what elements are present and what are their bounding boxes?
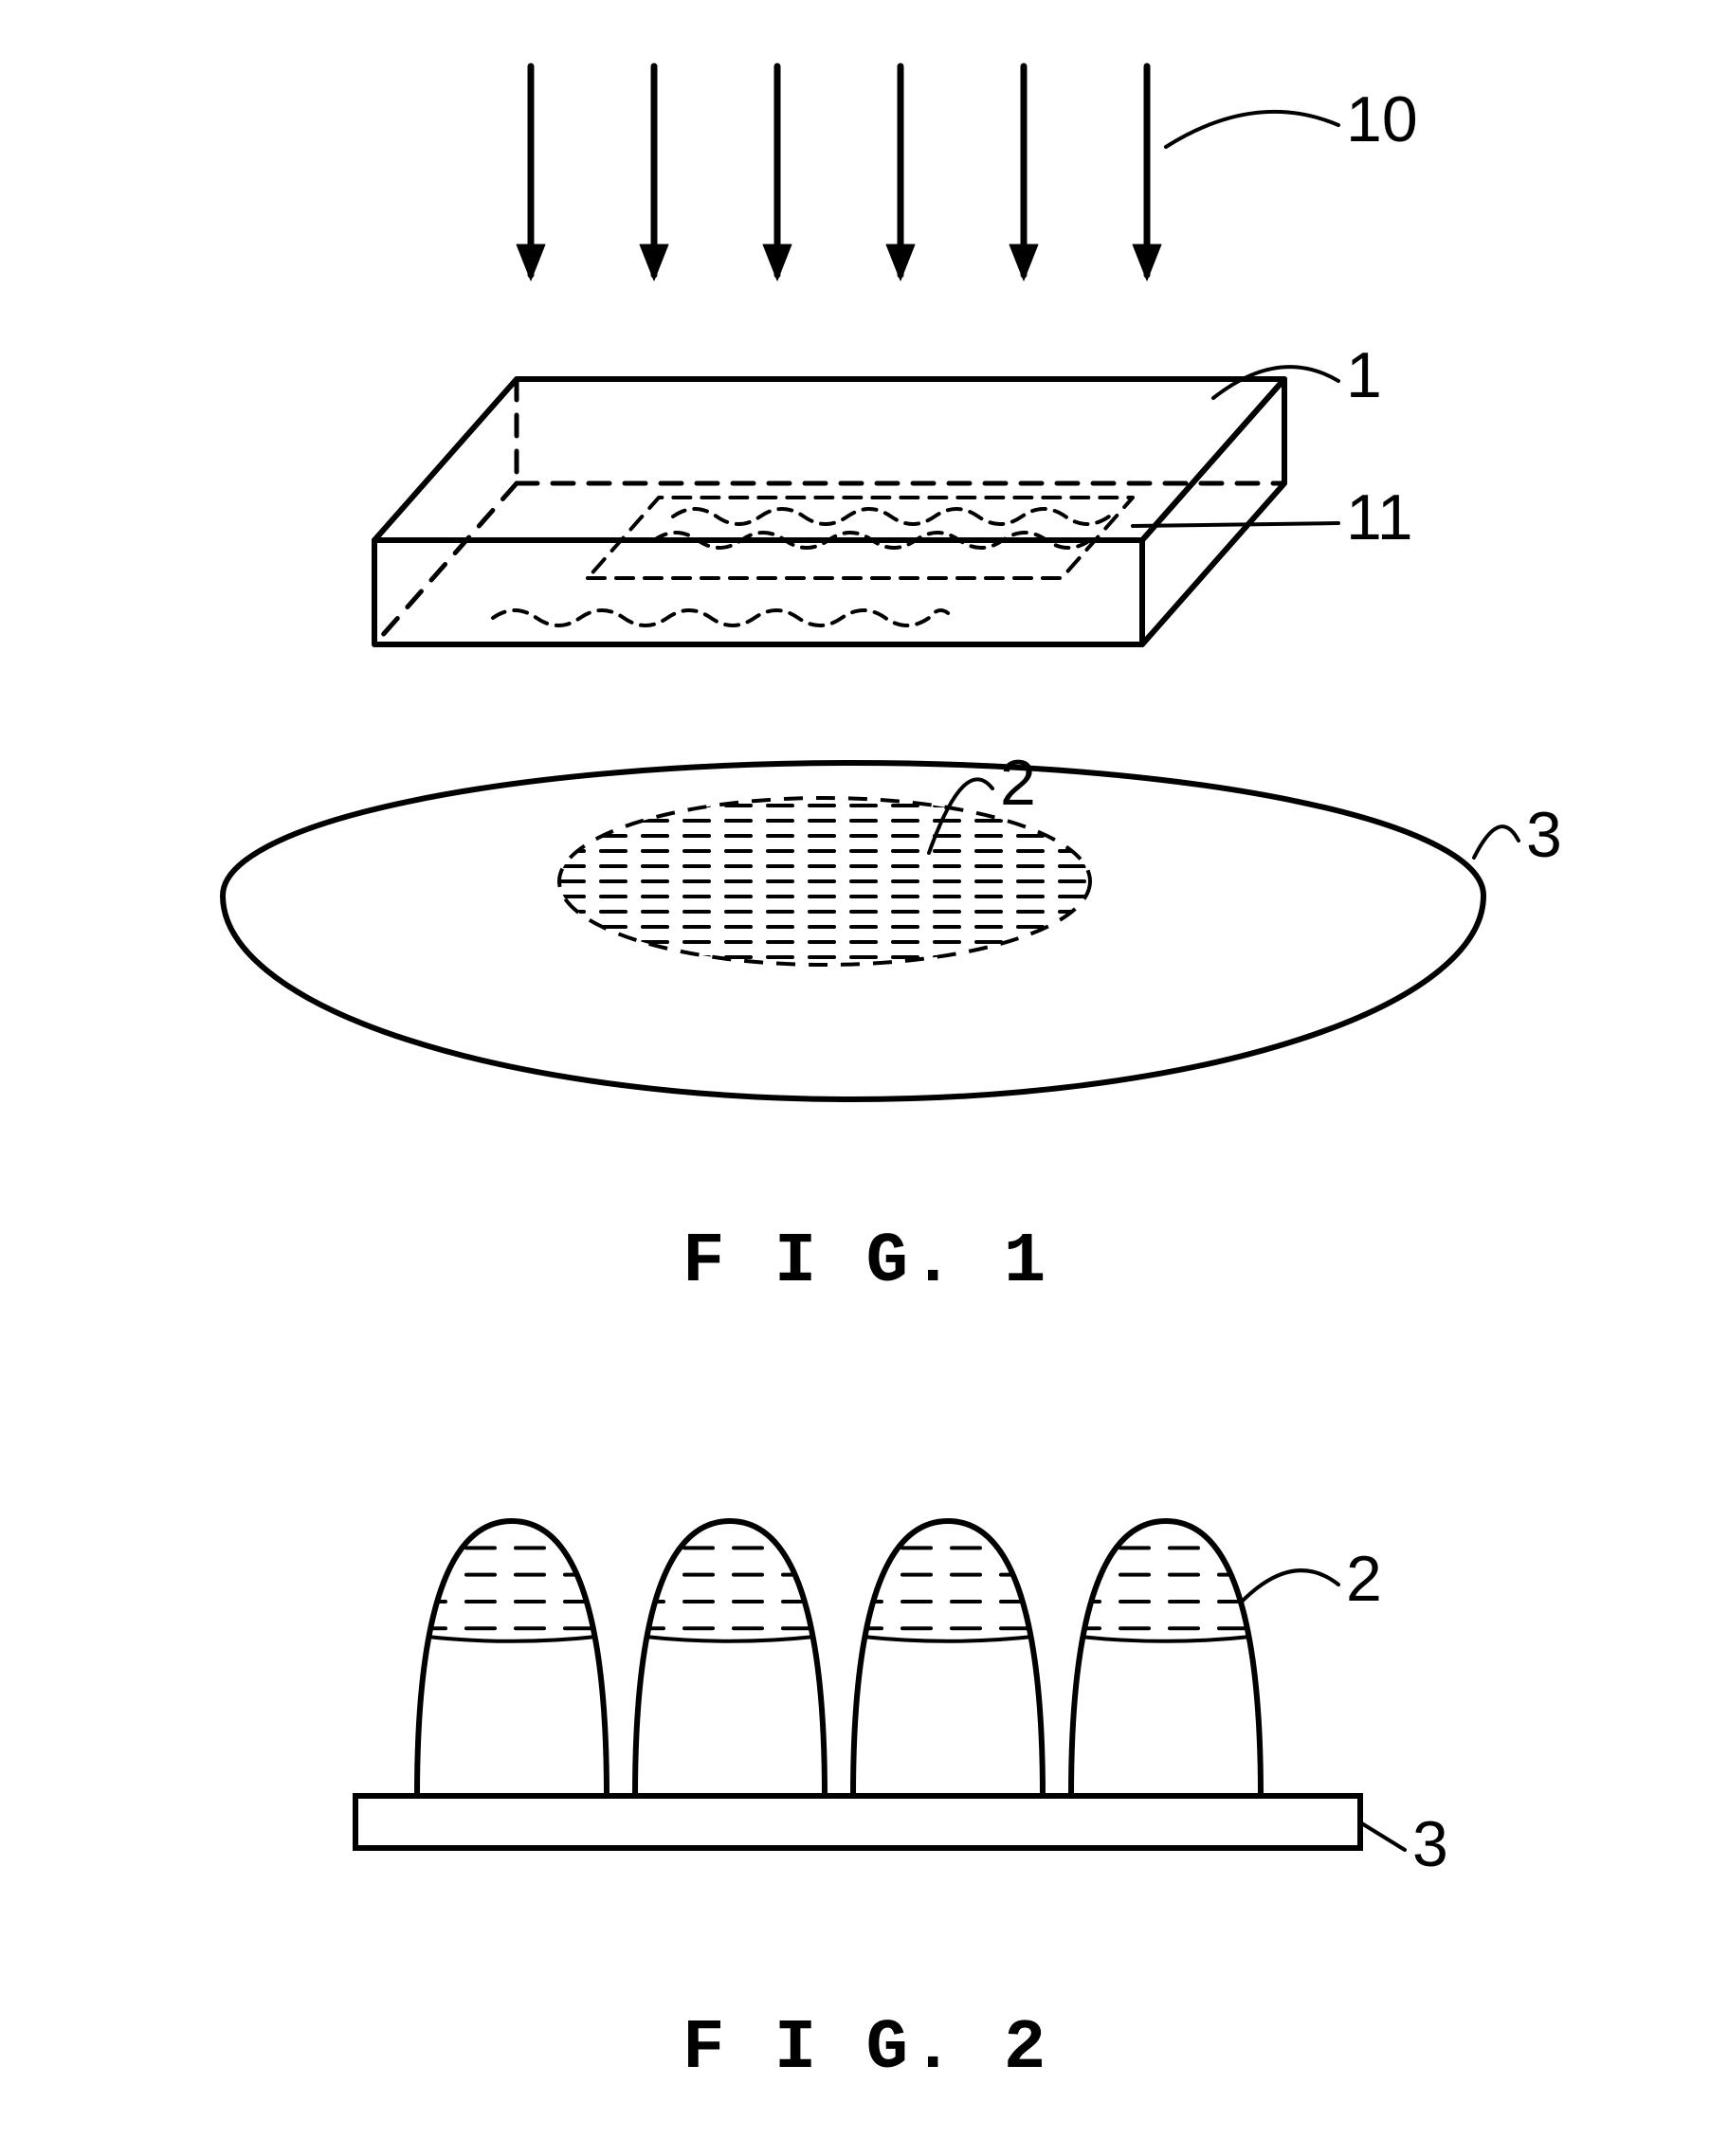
fig1: 1011123	[223, 66, 1562, 1099]
page: 101112323 F I G. 1 F I G. 2	[0, 0, 1710, 2156]
svg-text:3: 3	[1526, 799, 1562, 871]
mask-pattern	[493, 498, 1133, 625]
leader-10: 10	[1166, 83, 1418, 155]
fig2-caption: F I G. 2	[682, 2009, 1049, 2089]
leader-2: 2	[1242, 1543, 1382, 1615]
svg-text:11: 11	[1346, 481, 1413, 553]
fig2: 23	[355, 1521, 1448, 1880]
leader-1: 1	[1213, 339, 1382, 411]
resist-region	[559, 798, 1090, 965]
leader-3: 3	[1360, 1808, 1448, 1880]
leader-3: 3	[1474, 799, 1562, 871]
diagram-svg: 101112323	[0, 0, 1710, 2156]
wafer-disk	[223, 763, 1483, 1099]
resist-domes	[417, 1521, 1261, 1796]
svg-text:2: 2	[1346, 1543, 1382, 1615]
svg-text:1: 1	[1346, 339, 1382, 411]
svg-text:10: 10	[1346, 83, 1418, 155]
fig1-caption: F I G. 1	[682, 1223, 1049, 1302]
radiation-arrows	[517, 66, 1161, 281]
substrate	[355, 1796, 1360, 1848]
svg-text:3: 3	[1412, 1808, 1448, 1880]
mask-plate	[374, 379, 1284, 644]
svg-text:2: 2	[1000, 747, 1036, 819]
